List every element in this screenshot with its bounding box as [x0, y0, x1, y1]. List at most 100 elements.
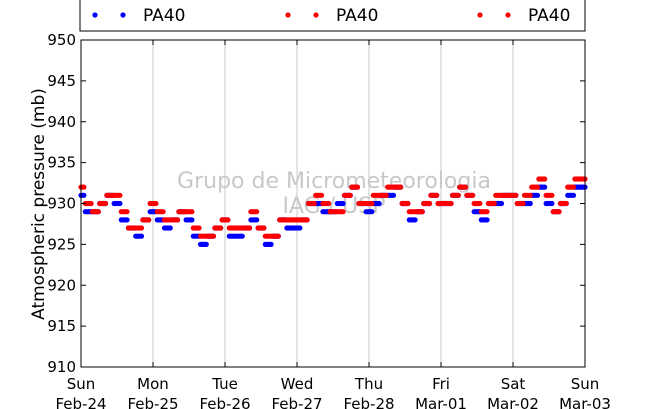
y-tick-label: 920: [47, 276, 76, 294]
x-axis: Sun Feb-24 Mon Feb-25 Tue Feb-26 Wed Feb-27 Thu F…: [55, 40, 611, 409]
y-tick-label: 935: [47, 154, 76, 172]
legend-marker: [92, 12, 98, 18]
x-tick-label-date: Mar-01: [415, 395, 467, 409]
data-point: [448, 200, 454, 207]
legend-box: [79, 0, 586, 32]
data-point: [520, 200, 526, 207]
x-tick-label-day: Fri: [432, 375, 450, 393]
data-point: [138, 225, 145, 231]
y-tick-label: 945: [47, 72, 76, 90]
data-point: [102, 200, 109, 207]
data-point: [570, 192, 577, 198]
x-tick-label-day: Thu: [354, 375, 383, 393]
data-point: [369, 200, 375, 207]
data-point: [189, 217, 195, 223]
legend-marker: [505, 12, 511, 18]
legend-entry-2: PA40: [477, 6, 570, 26]
data-point: [405, 200, 411, 207]
data-point: [549, 200, 555, 207]
data-point: [117, 192, 123, 198]
data-point: [527, 200, 533, 207]
data-point: [549, 192, 555, 198]
data-point: [81, 192, 87, 198]
watermark-line-2: IAG / USP: [283, 194, 386, 219]
legend-marker: [120, 12, 126, 18]
data-point: [318, 192, 325, 198]
data-point: [81, 184, 87, 190]
y-tick-label: 940: [47, 113, 76, 131]
x-tick-label-day: Mon: [137, 375, 169, 393]
legend-entry-1: PA40: [285, 6, 378, 26]
x-tick-label-day: Sat: [501, 375, 526, 393]
x-tick-label-day: Sun: [67, 375, 96, 393]
y-axis-label: Atmospheric pressure (mb): [29, 88, 49, 320]
watermark-line-1: Grupo de Micrometeorologia: [177, 169, 491, 194]
data-point: [311, 200, 317, 207]
x-tick-label-day: Wed: [281, 375, 314, 393]
data-point: [160, 209, 166, 215]
data-point: [246, 225, 253, 231]
data-point: [196, 225, 202, 231]
x-tick-label-date: Feb-28: [343, 395, 394, 409]
data-point: [275, 233, 281, 239]
data-point: [261, 225, 267, 231]
data-point: [239, 233, 245, 239]
legend-label: PA40: [528, 6, 570, 26]
data-point: [462, 184, 469, 190]
data-point: [498, 200, 505, 207]
data-point: [376, 200, 382, 207]
data-point: [304, 217, 310, 223]
data-point: [189, 209, 195, 215]
data-point: [434, 192, 440, 198]
data-point: [167, 225, 173, 231]
y-tick-label: 910: [47, 358, 76, 376]
data-point: [542, 176, 548, 182]
data-point: [340, 200, 346, 207]
y-tick-label: 925: [47, 235, 76, 253]
legend: PA40 PA40 PA40: [79, 0, 586, 32]
y-tick-label: 915: [47, 317, 76, 335]
x-tick-label-day: Sun: [571, 375, 600, 393]
data-point: [117, 200, 123, 207]
data-point: [491, 200, 497, 207]
legend-marker: [285, 12, 291, 18]
data-point: [398, 184, 404, 190]
data-point: [570, 184, 577, 190]
legend-label: PA40: [336, 6, 378, 26]
data-point: [426, 200, 433, 207]
data-point: [297, 225, 303, 231]
data-point: [124, 217, 130, 223]
data-point: [254, 217, 260, 223]
data-point: [254, 209, 260, 215]
data-point: [556, 209, 562, 215]
y-axis: 910 915 920 925 930 935 940 945 950: [47, 31, 585, 376]
data-point: [174, 217, 181, 223]
data-point: [225, 217, 231, 223]
x-tick-label-date: Mar-03: [559, 395, 611, 409]
legend-entry-0: PA40: [92, 6, 185, 26]
data-point: [477, 200, 483, 207]
data-point: [354, 184, 361, 190]
legend-marker: [313, 12, 319, 18]
data-point: [153, 200, 159, 207]
data-point: [340, 209, 346, 215]
data-point: [95, 209, 101, 215]
data-point: [124, 209, 130, 215]
data-point: [210, 233, 217, 239]
data-point: [542, 184, 548, 190]
data-point: [326, 200, 332, 207]
data-point: [484, 209, 490, 215]
data-points: [78, 176, 588, 247]
data-point: [390, 192, 397, 198]
data-point: [563, 200, 569, 207]
legend-marker: [477, 12, 483, 18]
y-tick-label: 930: [47, 195, 76, 213]
data-point: [383, 192, 389, 198]
data-point: [484, 217, 490, 223]
data-point: [412, 217, 418, 223]
data-point: [347, 192, 353, 198]
x-tick-label-date: Feb-25: [127, 395, 178, 409]
data-point: [419, 209, 425, 215]
data-point: [203, 241, 209, 247]
x-tick-label-date: Feb-26: [199, 395, 250, 409]
